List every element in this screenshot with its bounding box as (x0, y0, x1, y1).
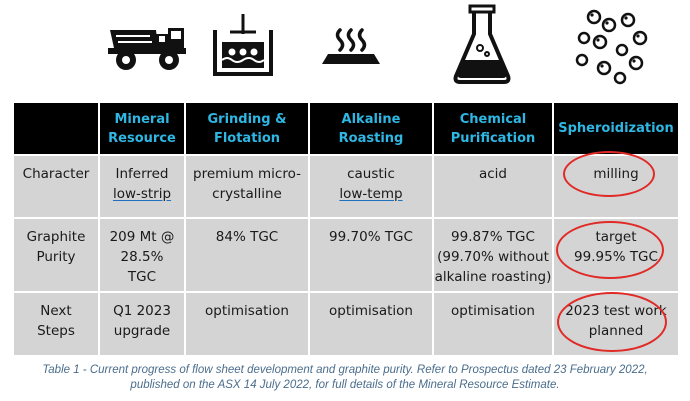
table-cell: 209 Mt @28.5% TGC (98, 217, 186, 293)
row-label: Next Steps (12, 291, 100, 357)
table-cell: 99.87% TGC (99.70% without alkaline roasti… (432, 217, 554, 293)
spheres-icon (575, 9, 648, 85)
table-row: Graphite Purity 209 Mt @28.5% TGC 84% TGC … (12, 217, 680, 293)
table-cell: optimisation (308, 291, 434, 357)
roasting-heat-icon (322, 28, 380, 64)
table-cell: milling (552, 154, 680, 219)
header-grinding-flotation: Grinding & Flotation (184, 101, 310, 156)
table-cell: optimisation (432, 291, 554, 357)
header-corner (12, 101, 100, 156)
table-header-row: Mineral Resource Grinding & Flotation Al… (12, 101, 680, 156)
table-cell: optimisation (184, 291, 310, 357)
flow-sheet-table: Mineral Resource Grinding & Flotation Al… (12, 101, 680, 357)
process-icons-row (0, 0, 690, 98)
header-spheroidization: Spheroidization (552, 101, 680, 156)
header-mineral-resource: Mineral Resource (98, 101, 186, 156)
header-chemical-purification: Chemical Purification (432, 101, 554, 156)
table-cell: Q1 2023 upgrade (98, 291, 186, 357)
header-alkaline-roasting: Alkaline Roasting (308, 101, 434, 156)
row-label: Character (12, 154, 100, 219)
table-cell: acid (432, 154, 554, 219)
table-cell: 2023 test work planned (552, 291, 680, 357)
table-cell: 99.70% TGC (308, 217, 434, 293)
table-caption: Table 1 - Current progress of flow sheet… (42, 364, 648, 391)
table-cell: target 99.95% TGC (552, 217, 680, 293)
flask-icon (453, 4, 511, 84)
row-label: Graphite Purity (12, 217, 100, 293)
table-row: Next Steps Q1 2023 upgrade optimisation op… (12, 291, 680, 357)
table-cell: 84% TGC (184, 217, 310, 293)
table-row: Character Inferred low-strip premium micr… (12, 154, 680, 219)
haul-truck-icon (108, 28, 186, 70)
flotation-tank-icon (213, 14, 273, 76)
table-cell: caustic low-temp (308, 154, 434, 219)
table-cell: premium micro-crystalline (184, 154, 310, 219)
table-cell: Inferred low-strip (98, 154, 186, 219)
